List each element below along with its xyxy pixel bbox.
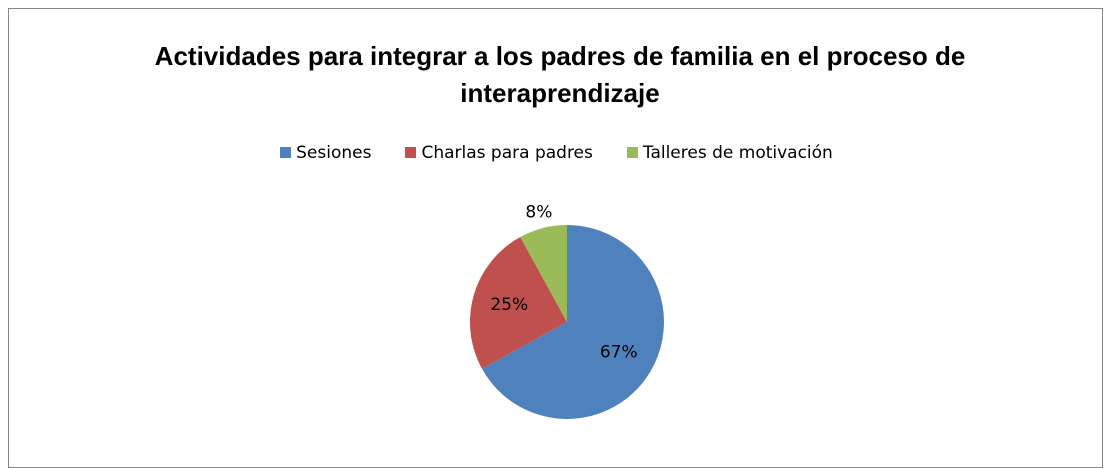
legend-label: Sesiones — [296, 143, 372, 163]
chart-title: Actividades para integrar a los padres d… — [154, 41, 966, 108]
legend-item: Talleres de motivación — [626, 143, 833, 163]
legend-item: Sesiones — [280, 143, 371, 163]
data-label: 8% — [525, 203, 552, 223]
page: Actividades para integrar a los padres d… — [0, 8, 1113, 468]
legend-item: Charlas para padres — [405, 143, 593, 163]
legend-label: Charlas para padres — [421, 143, 593, 163]
legend-swatch — [405, 147, 417, 158]
legend-swatch — [626, 147, 638, 158]
pie-slice — [470, 236, 567, 369]
chart: 67% 25% 8% — [470, 203, 664, 419]
pie-slice — [520, 225, 567, 322]
legend-label: Talleres de motivación — [642, 143, 833, 163]
legend: Sesiones Charlas para padres Talleres de m… — [0, 143, 1113, 163]
data-label: 67% — [600, 343, 638, 363]
legend-swatch — [280, 147, 292, 158]
data-label: 25% — [490, 295, 528, 315]
pie-slice — [481, 225, 664, 419]
